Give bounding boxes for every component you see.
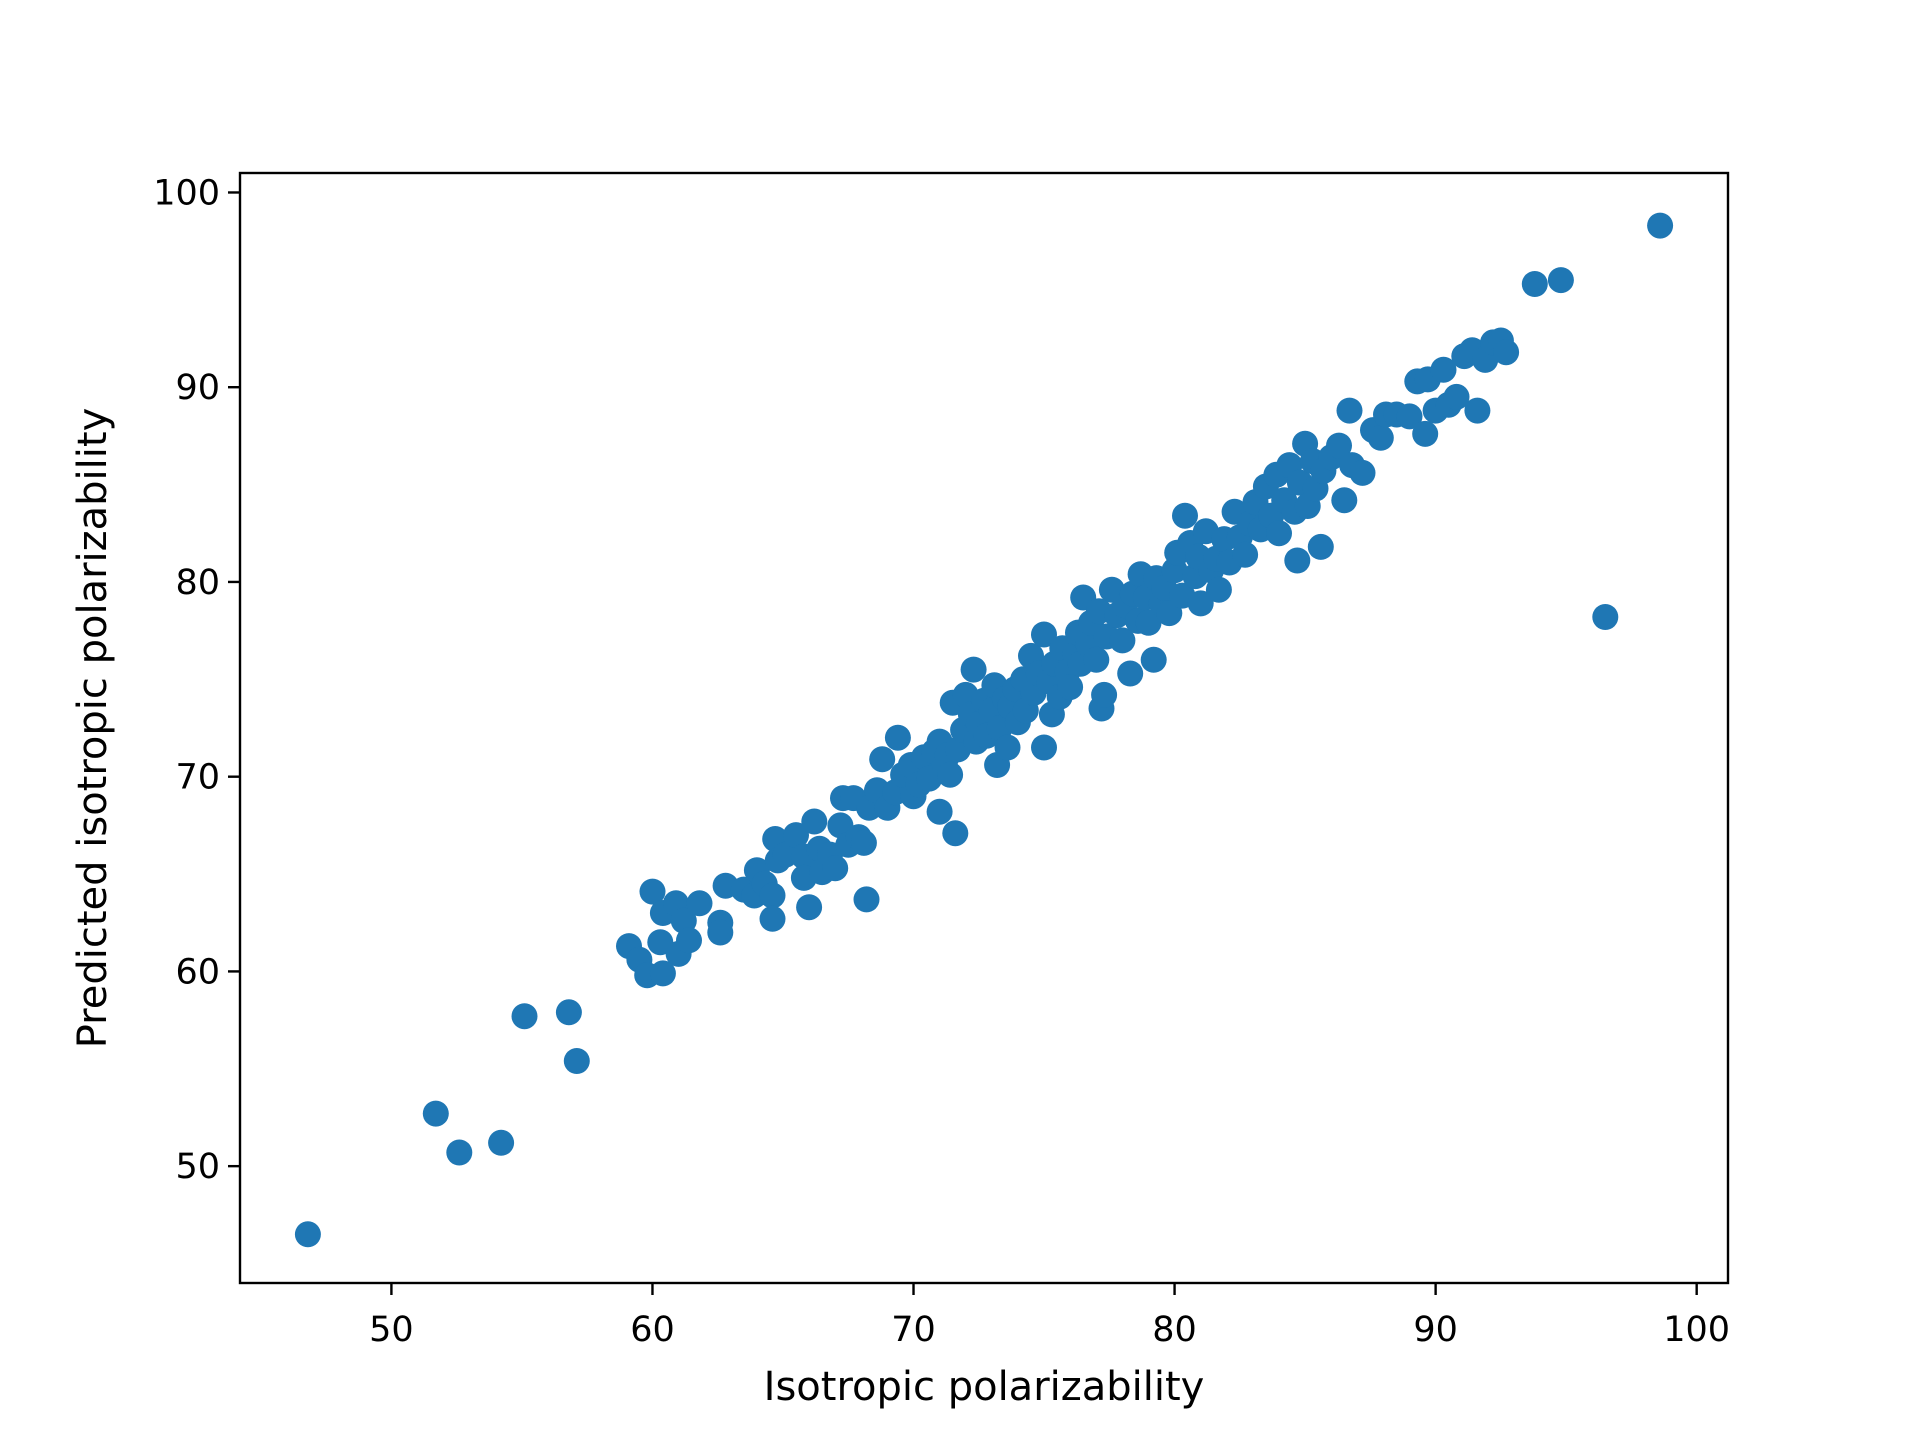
scatter-point bbox=[676, 927, 702, 954]
scatter-point bbox=[1117, 660, 1144, 687]
scatter-point bbox=[1647, 212, 1674, 239]
scatter-point bbox=[511, 1003, 538, 1030]
scatter-point bbox=[1443, 383, 1470, 410]
y-tick-label: 50 bbox=[175, 1147, 220, 1187]
scatter-point bbox=[1367, 424, 1394, 451]
scatter-point bbox=[1083, 646, 1110, 673]
x-axis-label: Isotropic polarizability bbox=[764, 1364, 1205, 1410]
scatter-point bbox=[555, 999, 582, 1026]
scatter-point bbox=[759, 882, 786, 909]
scatter-point bbox=[649, 960, 676, 987]
x-tick-label: 70 bbox=[891, 1310, 936, 1350]
x-axis-ticks: 50 60 70 80 90 100 bbox=[369, 1283, 1730, 1350]
scatter-point bbox=[926, 798, 953, 825]
scatter-point bbox=[822, 855, 849, 882]
scatter-point bbox=[869, 746, 896, 773]
scatter-point bbox=[759, 905, 786, 932]
scatter-point bbox=[1464, 397, 1491, 424]
scatter-point bbox=[1109, 627, 1136, 654]
scatter-point bbox=[1140, 646, 1167, 673]
scatter-point bbox=[670, 907, 697, 934]
scatter-point bbox=[1091, 681, 1118, 708]
scatter-point bbox=[1547, 267, 1574, 294]
scatter-point bbox=[960, 656, 987, 683]
y-tick-label: 90 bbox=[175, 368, 220, 408]
scatter-point bbox=[563, 1048, 590, 1074]
scatter-point bbox=[1232, 541, 1259, 568]
scatter-point bbox=[1430, 356, 1457, 383]
scatter-point bbox=[884, 724, 911, 751]
scatter-point bbox=[796, 894, 823, 921]
scatter-point bbox=[446, 1139, 473, 1166]
scatter-point bbox=[707, 919, 734, 946]
scatter-point bbox=[853, 886, 880, 913]
scatter-point bbox=[1336, 397, 1363, 424]
scatter-point bbox=[783, 822, 809, 849]
scatter-point bbox=[422, 1100, 449, 1127]
scatter-point bbox=[1205, 576, 1232, 603]
scatter-point bbox=[639, 878, 666, 905]
y-axis-label: Predicted isotropic polarizability bbox=[70, 408, 116, 1049]
scatter-point bbox=[1031, 621, 1057, 648]
y-tick-label: 60 bbox=[175, 952, 220, 992]
y-axis-ticks: 50 60 70 80 90 100 bbox=[153, 173, 240, 1187]
scatter-point bbox=[937, 761, 964, 788]
scatter-point bbox=[801, 808, 828, 835]
scatter-point bbox=[488, 1129, 515, 1156]
scatter-point bbox=[1031, 734, 1057, 761]
y-tick-label: 100 bbox=[153, 173, 220, 213]
scatter-point bbox=[1307, 533, 1334, 560]
scatter-point bbox=[994, 734, 1021, 761]
scatter-point bbox=[1326, 432, 1352, 459]
x-tick-label: 80 bbox=[1152, 1310, 1197, 1350]
data-points bbox=[294, 212, 1674, 1248]
scatter-point bbox=[1521, 271, 1548, 297]
plot-frame bbox=[238, 171, 1730, 1285]
scatter-point bbox=[1135, 609, 1162, 636]
scatter-point bbox=[1187, 590, 1214, 617]
scatter-point bbox=[1284, 547, 1311, 574]
scatter-point bbox=[294, 1221, 321, 1248]
x-tick-label: 100 bbox=[1663, 1310, 1730, 1350]
scatter-point bbox=[1493, 339, 1520, 366]
scatter-point bbox=[1592, 604, 1619, 630]
scatter-point bbox=[1172, 502, 1198, 529]
scatter-point bbox=[686, 890, 713, 917]
scatter-point bbox=[1057, 674, 1084, 701]
scatter-point bbox=[1266, 520, 1292, 547]
x-tick-label: 90 bbox=[1413, 1310, 1458, 1350]
x-tick-label: 50 bbox=[369, 1310, 414, 1350]
scatter-point bbox=[1412, 420, 1439, 447]
scatter-point bbox=[1396, 403, 1423, 430]
scatter-point bbox=[850, 829, 877, 856]
scatter-point bbox=[1331, 487, 1358, 514]
scatter-point bbox=[1349, 459, 1376, 486]
y-tick-label: 70 bbox=[175, 758, 220, 798]
scatter-point bbox=[942, 820, 969, 847]
y-tick-label: 80 bbox=[175, 563, 220, 603]
x-tick-label: 60 bbox=[630, 1310, 675, 1350]
